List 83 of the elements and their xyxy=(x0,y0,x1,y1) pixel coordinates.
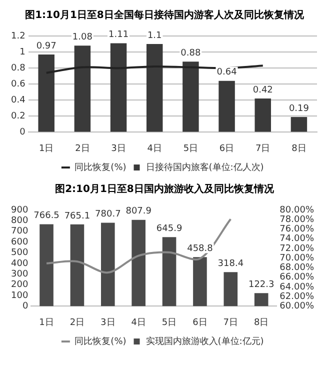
y2-tick-label: 70.00% xyxy=(280,253,314,264)
y2-tick-label: 74.00% xyxy=(280,234,314,244)
y-tick-label: 700 xyxy=(10,226,28,237)
data-label: 0.42 xyxy=(252,85,273,96)
y2-tick-label: 72.00% xyxy=(280,244,314,254)
y-tick-label: 900 xyxy=(10,205,28,216)
chart-title: 图2:10月1日至8日国内旅游收入及同比恢复情况 xyxy=(54,182,275,197)
data-label: 807.9 xyxy=(126,206,152,217)
x-tick-label: 7日 xyxy=(256,144,270,154)
y-tick-label: 0.4 xyxy=(10,95,26,106)
y2-tick-label: 78.00% xyxy=(280,214,314,225)
x-tick-label: 2日 xyxy=(70,318,85,328)
bar xyxy=(254,98,271,132)
y2-tick-label: 76.00% xyxy=(280,224,314,235)
x-tick-label: 4日 xyxy=(147,144,162,154)
y-tick-label: 500 xyxy=(10,248,28,258)
y-tick-label: 0.2 xyxy=(10,112,26,122)
legend-label: 实现国内旅游收入(单位:亿元) xyxy=(146,336,264,347)
bar xyxy=(38,54,54,132)
y2-tick-label: 80.00% xyxy=(280,205,314,216)
chart-title: 图1:10月1日至8日全国每日接待国内游客人次及同比恢复情况 xyxy=(24,8,305,23)
x-tick-label: 1日 xyxy=(39,318,54,328)
x-tick-label: 1日 xyxy=(38,144,54,154)
data-label: 318.4 xyxy=(218,259,244,270)
legend-label: 同比恢复(%) xyxy=(74,162,126,173)
legend-label: 日接待国内旅客(单位:亿人次) xyxy=(146,162,264,173)
bar xyxy=(132,220,146,306)
bar xyxy=(224,272,238,306)
y2-tick-label: 66.00% xyxy=(280,272,314,283)
x-tick-label: 2日 xyxy=(75,144,90,154)
data-label: 0.88 xyxy=(180,48,201,58)
data-label: 1.11 xyxy=(108,30,129,40)
y-tick-label: 200 xyxy=(10,280,28,290)
x-tick-label: 6日 xyxy=(192,318,208,328)
x-tick-label: 4日 xyxy=(131,318,146,328)
y-tick-label: 1 xyxy=(20,47,26,58)
y-tick-label: 1.2 xyxy=(10,31,26,42)
y-tick-label: 600 xyxy=(10,237,28,248)
line-series xyxy=(45,64,264,74)
y2-tick-label: 64.00% xyxy=(280,282,314,292)
x-tick-label: 6日 xyxy=(219,144,234,154)
bar xyxy=(218,80,235,132)
x-tick-label: 3日 xyxy=(100,318,116,328)
y-tick-label: 0 xyxy=(20,128,26,138)
y2-tick-label: 60.00% xyxy=(280,302,314,312)
x-tick-label: 5日 xyxy=(162,318,177,328)
bar xyxy=(74,46,91,132)
y-tick-label: 0 xyxy=(22,302,28,312)
data-label: 458.8 xyxy=(187,244,214,254)
bar xyxy=(40,224,54,306)
x-tick-label: 8日 xyxy=(292,144,306,154)
data-label: 0.19 xyxy=(288,104,310,114)
data-label: 645.9 xyxy=(156,224,182,234)
y-tick-label: 400 xyxy=(10,258,28,269)
bar xyxy=(146,44,163,132)
bar xyxy=(110,43,127,132)
bar xyxy=(193,257,207,306)
y2-tick-label: 62.00% xyxy=(280,292,314,302)
bar xyxy=(290,116,308,132)
y-tick-label: 800 xyxy=(10,216,28,226)
data-label: 766.5 xyxy=(34,211,60,222)
bar xyxy=(254,293,268,306)
bar xyxy=(100,222,115,306)
x-tick-label: 8日 xyxy=(254,318,269,328)
y-tick-label: 0.8 xyxy=(10,63,26,74)
y-tick-label: 100 xyxy=(10,290,28,301)
data-label: 122.3 xyxy=(248,280,274,290)
x-tick-label: 7日 xyxy=(223,318,238,328)
data-label: 0.64 xyxy=(216,68,238,78)
data-label: 0.97 xyxy=(36,41,56,52)
bar xyxy=(162,237,176,306)
x-tick-label: 5日 xyxy=(183,144,198,154)
x-tick-label: 3日 xyxy=(111,144,126,154)
data-label: 780.7 xyxy=(95,210,121,220)
data-label: 1.08 xyxy=(72,32,93,42)
y-tick-label: 300 xyxy=(10,269,28,280)
y2-tick-label: 68.00% xyxy=(280,263,314,274)
legend-label: 同比恢复(%) xyxy=(74,336,126,347)
bar xyxy=(182,62,199,132)
data-label: 1.1 xyxy=(147,30,162,41)
data-label: 765.1 xyxy=(64,211,90,222)
y-tick-label: 0.6 xyxy=(10,79,26,90)
bar xyxy=(70,224,84,306)
